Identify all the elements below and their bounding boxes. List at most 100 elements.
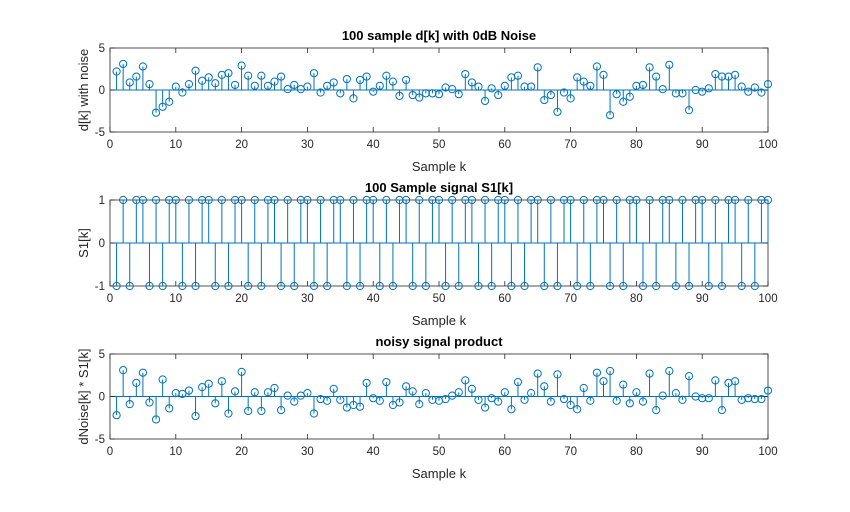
stem-marker (158, 375, 167, 384)
stem-marker (349, 94, 358, 103)
stem-marker (540, 382, 549, 391)
stem-marker (612, 195, 621, 205)
stem-marker (520, 395, 529, 404)
stem-marker (224, 281, 233, 291)
stem-marker (579, 77, 588, 86)
stem-marker (362, 72, 371, 81)
stem-marker (230, 387, 240, 396)
stem-marker (566, 400, 575, 410)
stem-marker (480, 403, 490, 412)
stem-marker (375, 396, 384, 405)
stem-marker (658, 391, 667, 400)
stem-marker (658, 195, 667, 205)
stem-marker (731, 70, 740, 79)
stem-marker (125, 281, 134, 291)
stem-marker (388, 281, 398, 291)
x-tick-label: 20 (235, 446, 248, 458)
stem-marker (290, 397, 299, 406)
x-tick-label: 50 (433, 293, 446, 305)
x-tick-label: 10 (169, 293, 182, 305)
stem-marker (533, 369, 542, 378)
stem-marker (329, 195, 338, 205)
stem-marker (415, 400, 424, 409)
stem-marker (684, 106, 694, 115)
stem-marker (678, 195, 687, 205)
stem-marker (263, 81, 273, 90)
stem-marker (428, 395, 437, 404)
stem-marker (559, 394, 569, 404)
plot-product: noisy signal product Sample k dNoise[k] … (76, 334, 778, 481)
stem-marker (230, 195, 240, 205)
stem-marker (204, 379, 213, 388)
stem-marker (184, 386, 194, 395)
stem-marker (540, 95, 549, 105)
stem-marker (553, 281, 562, 291)
stem-marker (421, 389, 430, 398)
stem-marker (559, 195, 569, 205)
x-tick-label: 40 (367, 139, 380, 151)
stem-marker (270, 383, 279, 393)
stem-marker (573, 73, 582, 82)
stem-marker (592, 62, 602, 71)
stem-marker (375, 81, 384, 90)
stem-marker (224, 409, 233, 418)
stem-marker (731, 195, 740, 205)
stem-marker (619, 380, 628, 389)
x-tick-label: 50 (433, 446, 446, 458)
stem-marker (454, 90, 463, 99)
stem-marker (342, 281, 351, 291)
stem-marker (507, 405, 516, 414)
stem-marker (329, 78, 338, 87)
x-tick-label: 10 (169, 446, 182, 458)
x-tick-label: 30 (301, 293, 314, 305)
stem-marker (421, 89, 430, 98)
stem-marker (684, 281, 694, 291)
stem-marker (198, 76, 207, 85)
x-tick-label: 0 (107, 446, 113, 458)
stem-marker (480, 195, 490, 205)
stem-marker (382, 195, 391, 205)
x-tick-label: 50 (433, 139, 446, 151)
stem-marker (151, 415, 161, 424)
stem-marker (211, 79, 220, 88)
x-axis-label: Sample k (412, 466, 467, 481)
stem-marker (494, 195, 503, 205)
stem-marker (217, 377, 226, 386)
stem-marker (658, 85, 667, 94)
stem-marker (638, 281, 648, 291)
stem-marker (750, 394, 759, 404)
stem-marker (513, 71, 523, 80)
x-tick-label: 100 (758, 139, 777, 151)
stem-marker (283, 85, 292, 94)
stem-marker (527, 82, 536, 91)
stem-marker (171, 389, 180, 398)
stem-marker (645, 63, 654, 72)
stem-marker (138, 368, 147, 377)
stem-marker (342, 74, 351, 84)
x-tick-label: 0 (107, 293, 113, 305)
stem-marker (744, 394, 753, 403)
stem-marker (230, 80, 240, 90)
stem-marker (434, 195, 444, 205)
stem-marker (599, 70, 608, 79)
stem-marker (678, 89, 687, 98)
stem-marker (527, 389, 536, 398)
stem-marker (698, 195, 707, 205)
x-tick-label: 40 (367, 293, 380, 305)
stem-marker (270, 195, 279, 205)
stem-marker (533, 195, 542, 205)
x-tick-label: 100 (758, 293, 777, 305)
stem-marker (763, 195, 773, 205)
stem-marker (145, 80, 154, 89)
x-tick-label: 60 (498, 139, 511, 151)
stem-marker (316, 88, 325, 97)
stem-marker (711, 376, 720, 385)
stem-marker (336, 89, 345, 98)
stem-marker (112, 281, 121, 291)
x-tick-label: 80 (630, 139, 643, 151)
y-axis-label: S1[k] (76, 228, 91, 258)
stem-marker (244, 406, 253, 416)
stem-marker (553, 370, 562, 379)
y-tick-label: -5 (95, 434, 105, 446)
